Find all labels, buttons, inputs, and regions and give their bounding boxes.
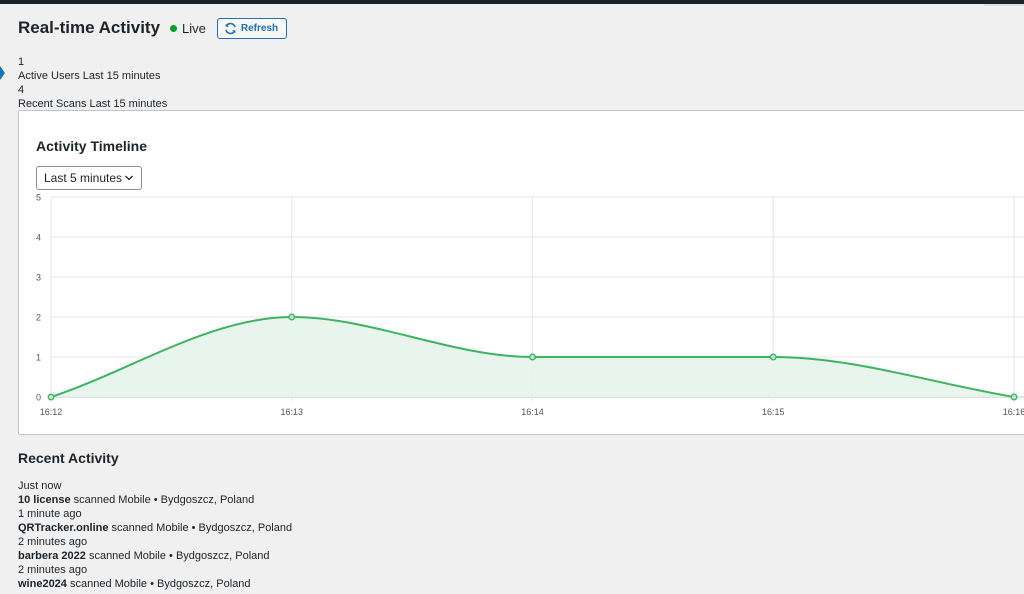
data-point <box>769 353 777 361</box>
activity-entry: QRTracker.online scanned Mobile • Bydgos… <box>18 521 292 535</box>
admin-top-bar <box>0 0 1024 4</box>
y-tick-label: 0 <box>36 393 41 403</box>
live-indicator: Live <box>170 21 206 36</box>
data-point <box>288 313 296 321</box>
activity-entry: barbera 2022 scanned Mobile • Bydgoszcz,… <box>18 549 292 563</box>
live-label: Live <box>182 20 206 36</box>
activity-description: scanned Mobile • Bydgoszcz, Poland <box>66 578 251 590</box>
sidebar-active-marker <box>0 66 5 80</box>
active-users-value: 1 <box>18 56 25 68</box>
page-header: Real-time Activity Live Refresh <box>18 16 288 40</box>
active-users-label: Active Users Last 15 minutes <box>18 70 161 82</box>
x-tick-label: 16:12 <box>40 407 63 417</box>
time-range-select[interactable]: Last 5 minutes <box>36 166 142 190</box>
activity-code-name: 10 license <box>18 494 71 506</box>
activity-time: Just now <box>18 480 62 492</box>
page-title: Real-time Activity <box>18 18 161 37</box>
chevron-down-icon <box>125 175 133 181</box>
x-tick-label: 16:13 <box>280 407 303 417</box>
activity-description: scanned Mobile • Bydgoszcz, Poland <box>108 522 293 534</box>
data-point <box>47 393 55 401</box>
y-tick-label: 4 <box>36 233 41 243</box>
live-dot-icon <box>170 24 178 32</box>
activity-description: scanned Mobile • Bydgoszcz, Poland <box>70 494 255 506</box>
activity-timeline-card: Activity Timeline Last 5 minutes 0 1 2 3 4 5 1… <box>18 110 1024 435</box>
y-tick-label: 2 <box>36 313 41 323</box>
recent-scans-value: 4 <box>18 84 25 96</box>
time-range-value: Last 5 minutes <box>44 171 123 185</box>
stats-summary: 1 Active Users Last 15 minutes 4 Recent … <box>18 55 167 111</box>
recent-scans-label: Recent Scans Last 15 minutes <box>18 98 168 110</box>
activity-time: 1 minute ago <box>18 508 82 520</box>
activity-code-name: wine2024 <box>18 578 67 590</box>
activity-description: scanned Mobile • Bydgoszcz, Poland <box>85 550 270 562</box>
data-point <box>529 353 536 361</box>
x-tick-label: 16:15 <box>762 407 785 417</box>
y-tick-label: 5 <box>36 193 41 203</box>
x-tick-label: 16:16 <box>1003 407 1024 417</box>
activity-code-name: QRTracker.online <box>18 522 109 534</box>
activity-entry: wine2024 scanned Mobile • Bydgoszcz, Pol… <box>18 577 292 591</box>
activity-time: 2 minutes ago <box>18 536 88 548</box>
refresh-button[interactable]: Refresh <box>216 17 288 39</box>
data-point <box>1010 393 1018 401</box>
activity-code-name: barbera 2022 <box>18 550 86 562</box>
y-tick-label: 3 <box>36 273 41 283</box>
activity-list: Just now 10 license scanned Mobile • Bydg… <box>18 479 292 591</box>
recent-activity-title: Recent Activity <box>18 450 119 466</box>
y-tick-label: 1 <box>36 353 41 363</box>
refresh-label: Refresh <box>240 22 279 34</box>
activity-chart: 0 1 2 3 4 5 16:12 16:13 16:14 16:15 16:16 <box>36 193 1024 417</box>
x-tick-label: 16:14 <box>521 407 544 417</box>
chart-title: Activity Timeline <box>36 138 148 154</box>
refresh-icon <box>225 22 236 34</box>
top-bar-divider <box>984 4 1024 6</box>
activity-entry: 10 license scanned Mobile • Bydgoszcz, P… <box>18 493 292 507</box>
activity-time: 2 minutes ago <box>18 564 88 576</box>
